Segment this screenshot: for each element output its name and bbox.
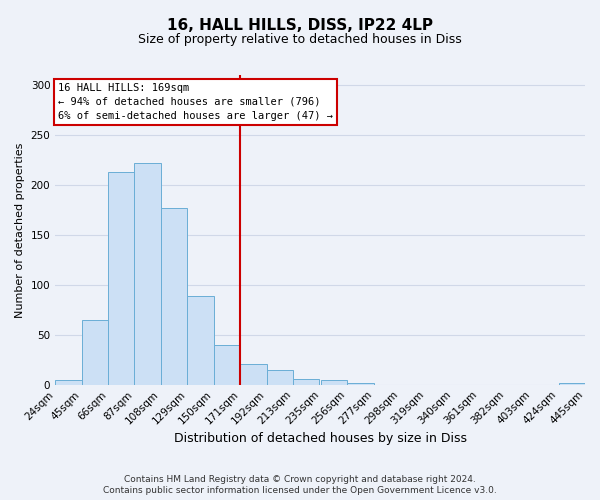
Bar — [559, 382, 585, 384]
Text: 16, HALL HILLS, DISS, IP22 4LP: 16, HALL HILLS, DISS, IP22 4LP — [167, 18, 433, 32]
Bar — [293, 378, 319, 384]
Text: 16 HALL HILLS: 169sqm
← 94% of detached houses are smaller (796)
6% of semi-deta: 16 HALL HILLS: 169sqm ← 94% of detached … — [58, 83, 332, 121]
Bar — [82, 320, 108, 384]
Bar — [108, 172, 134, 384]
Text: Size of property relative to detached houses in Diss: Size of property relative to detached ho… — [138, 32, 462, 46]
X-axis label: Distribution of detached houses by size in Diss: Distribution of detached houses by size … — [173, 432, 467, 445]
Bar — [187, 296, 214, 384]
Bar — [240, 364, 266, 384]
Bar — [161, 208, 187, 384]
Text: Contains public sector information licensed under the Open Government Licence v3: Contains public sector information licen… — [103, 486, 497, 495]
Bar — [321, 380, 347, 384]
Bar — [214, 345, 240, 385]
Bar — [55, 380, 82, 384]
Y-axis label: Number of detached properties: Number of detached properties — [15, 142, 25, 318]
Text: Contains HM Land Registry data © Crown copyright and database right 2024.: Contains HM Land Registry data © Crown c… — [124, 475, 476, 484]
Bar — [266, 370, 293, 384]
Bar — [134, 163, 161, 384]
Bar — [347, 382, 374, 384]
